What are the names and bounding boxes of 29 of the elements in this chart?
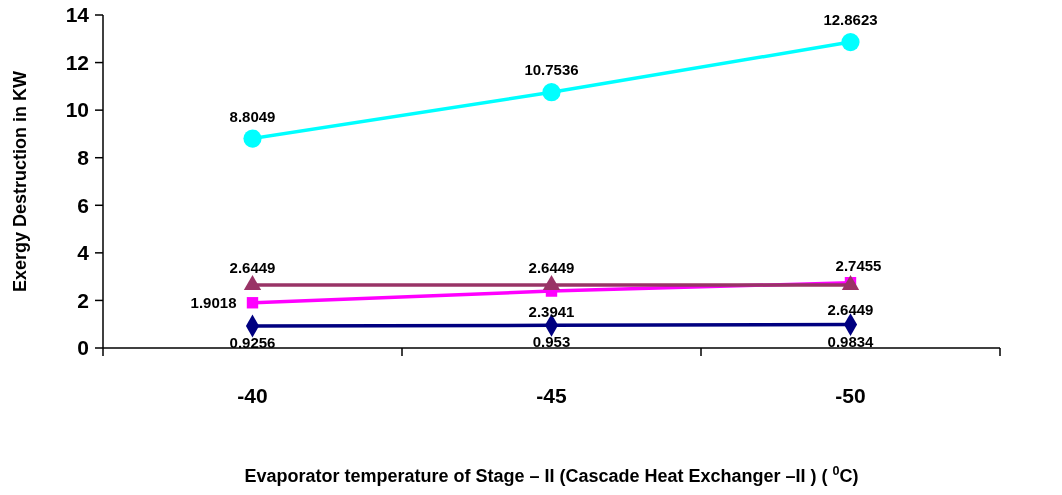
y-tick-label: 4	[77, 241, 90, 265]
data-label: 0.953	[532, 333, 571, 351]
x-tick-label: -40	[237, 384, 268, 407]
data-label: 1.9018	[190, 293, 237, 311]
data-label: 2.3941	[528, 303, 575, 321]
y-tick-label: 8	[77, 146, 90, 170]
x-tick-label: -50	[835, 384, 866, 407]
y-tick-label: 12	[65, 50, 89, 74]
data-label: 10.7536	[524, 61, 579, 79]
data-label: 0.9834	[827, 332, 875, 350]
x-axis-title: Evaporator temperature of Stage – II (Cascade Heat Exchanger –II ) ( $^{0}$C)	[244, 464, 859, 486]
data-label: 2.7455	[835, 256, 882, 274]
x-tick-label: -45	[536, 384, 567, 407]
data-label: 2.6449	[528, 259, 575, 277]
data-label: 12.8623	[823, 11, 878, 29]
data-label: 2.6449	[827, 301, 874, 319]
data-label: 2.6449	[229, 259, 276, 277]
data-label: 8.8049	[229, 107, 276, 125]
y-tick-label: 2	[77, 288, 89, 312]
point	[841, 32, 860, 52]
data-label: 0.9256	[229, 333, 276, 351]
point	[243, 129, 262, 148]
y-tick-label: 10	[65, 98, 89, 122]
point	[246, 297, 259, 309]
y-tick-label: 0	[77, 336, 89, 360]
point	[542, 83, 561, 102]
y-tick-label: 14	[65, 3, 90, 27]
y-tick-label: 6	[77, 193, 89, 217]
y-axis-title: Exergy Destruction in KW	[10, 70, 30, 293]
